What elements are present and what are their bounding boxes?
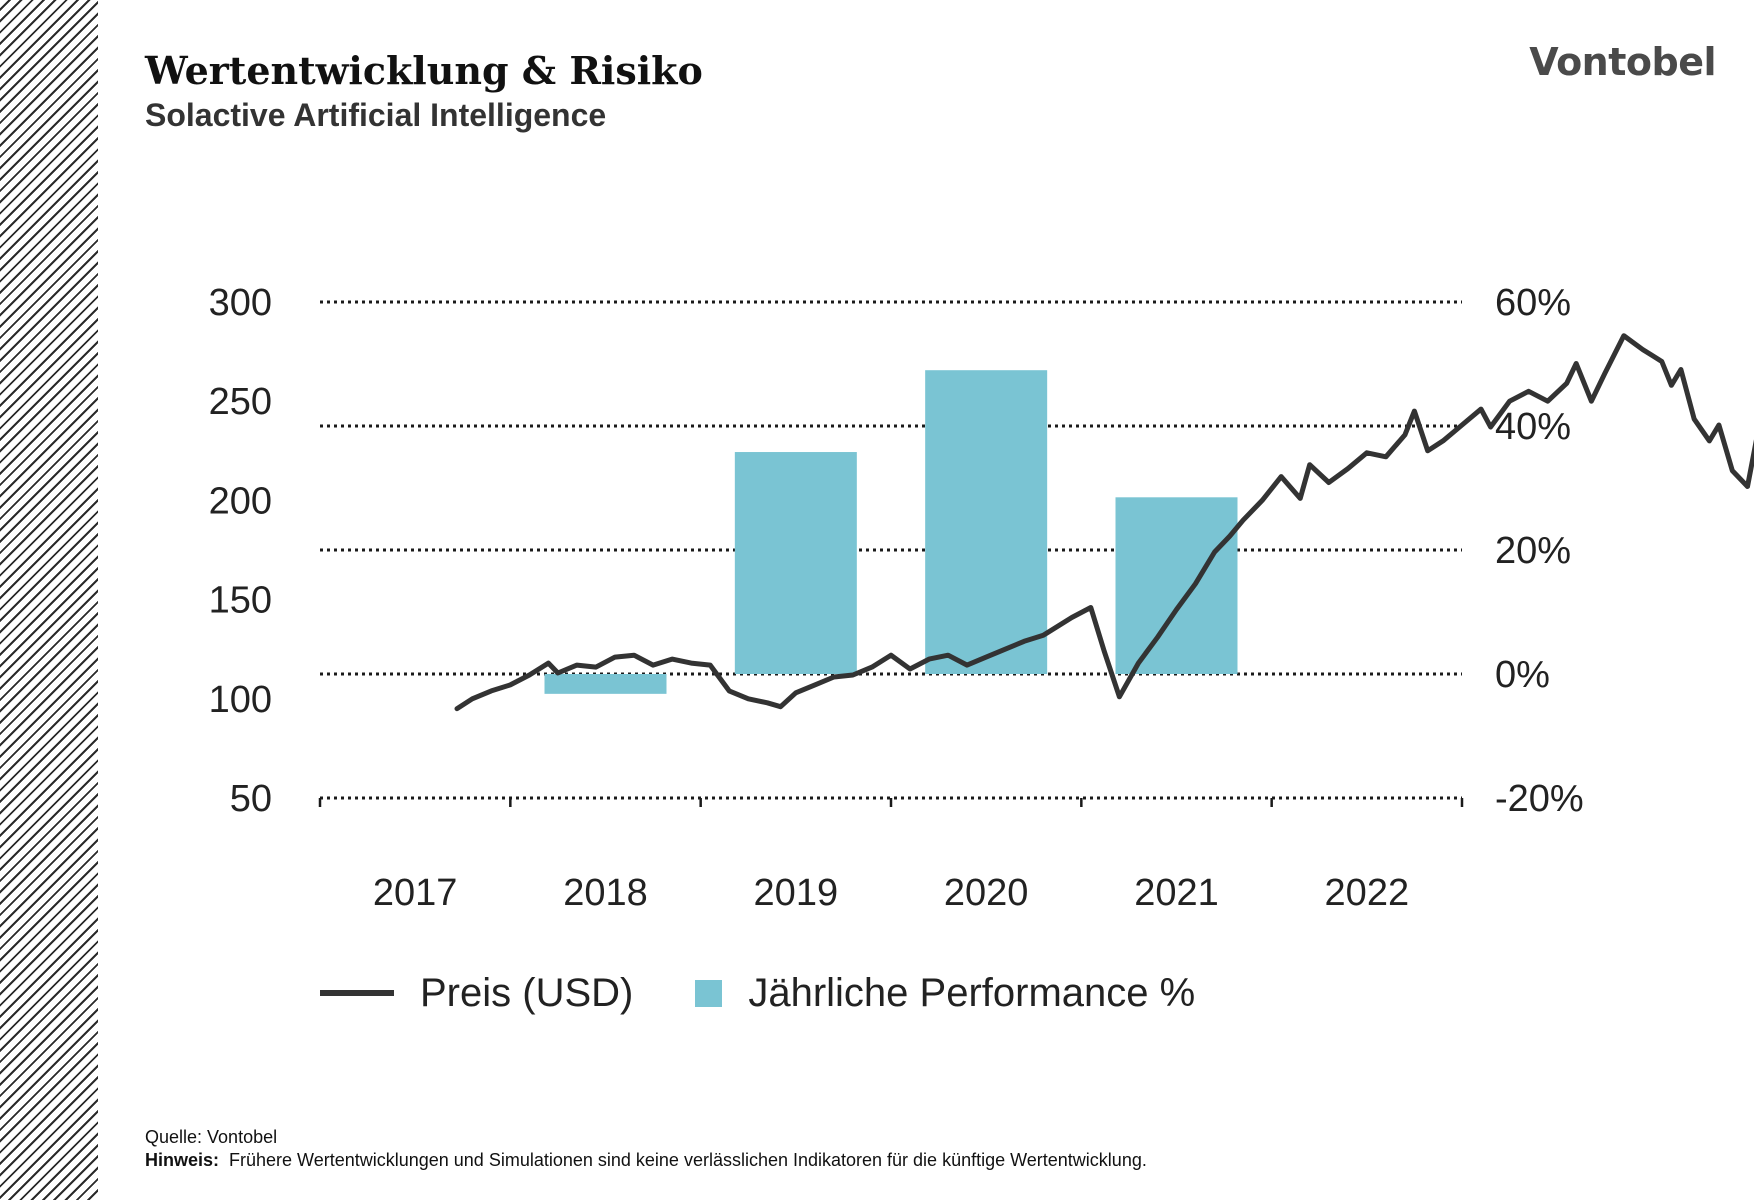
- hatch-decoration: [0, 0, 98, 1200]
- left-axis-tick-label: 250: [209, 381, 272, 423]
- legend-label-price: Preis (USD): [420, 970, 634, 1015]
- disclaimer-text: Frühere Wertentwicklungen und Simulation…: [229, 1150, 1147, 1170]
- disclaimer-note: Hinweis: Frühere Wertentwicklungen und Si…: [145, 1150, 1147, 1171]
- right-axis-tick-label: 60%: [1495, 282, 1571, 324]
- page-title: Wertentwicklung & Risiko: [145, 48, 703, 93]
- x-axis-year-label: 2021: [1134, 872, 1219, 914]
- disclaimer-label: Hinweis:: [145, 1150, 220, 1170]
- performance-bar: [925, 370, 1048, 674]
- x-axis-year-label: 2017: [373, 872, 458, 914]
- left-axis-tick-label: 300: [209, 282, 272, 324]
- right-axis-tick-label: 20%: [1495, 530, 1571, 572]
- left-axis-tick-label: 100: [209, 679, 272, 721]
- chart-legend: Preis (USD) Jährliche Performance %: [320, 968, 1195, 1018]
- right-axis-tick-label: 40%: [1495, 406, 1571, 448]
- price-line: [454, 333, 1754, 712]
- x-axis-year-label: 2018: [563, 872, 648, 914]
- legend-line-swatch: [320, 990, 394, 996]
- x-axis-year-label: 2020: [944, 872, 1029, 914]
- x-axis-year-label: 2022: [1325, 872, 1410, 914]
- page-subtitle: Solactive Artificial Intelligence: [145, 97, 607, 133]
- right-axis-tick-label: -20%: [1495, 778, 1584, 820]
- performance-bar: [1115, 497, 1238, 674]
- source-note: Quelle: Vontobel: [145, 1127, 278, 1147]
- left-axis-tick-label: 200: [209, 480, 272, 522]
- performance-bar: [734, 452, 857, 674]
- left-axis-tick-label: 50: [230, 778, 272, 820]
- right-axis-tick-label: 0%: [1495, 654, 1550, 696]
- left-axis-tick-label: 150: [209, 580, 272, 622]
- brand-logo: Vontobel: [1529, 40, 1716, 84]
- performance-bar: [544, 674, 667, 694]
- legend-bar-swatch: [695, 979, 723, 1007]
- x-axis-year-label: 2019: [754, 872, 839, 914]
- legend-label-performance: Jährliche Performance %: [748, 970, 1196, 1015]
